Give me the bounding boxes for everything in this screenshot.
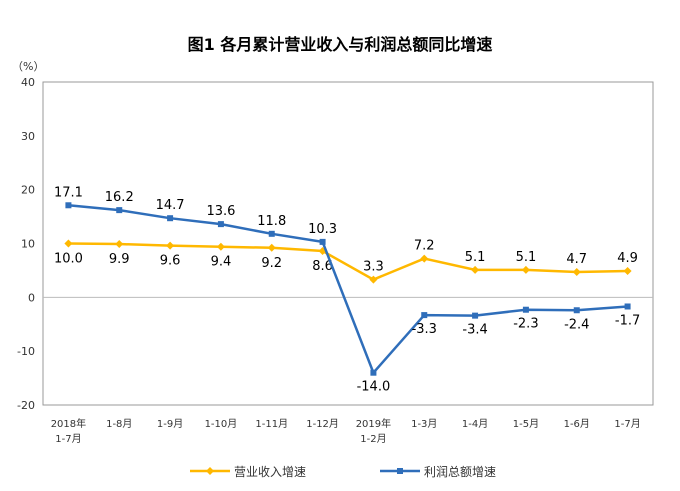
plot-area	[42, 81, 654, 406]
y-axis-label: （%）	[12, 60, 44, 73]
data-label: 8.6	[312, 259, 333, 274]
data-label: 5.1	[465, 250, 486, 265]
data-label: -1.7	[615, 313, 640, 328]
y-tick-label: 30	[21, 130, 35, 143]
series-line	[68, 242, 628, 281]
y-tick-label: 20	[21, 184, 35, 197]
data-label: 10.0	[54, 252, 83, 267]
data-point	[573, 307, 580, 314]
data-point	[623, 266, 632, 275]
y-tick-label: 0	[28, 291, 35, 304]
data-point	[166, 241, 175, 250]
x-tick-label: 1-10月	[205, 418, 238, 430]
data-point	[268, 230, 275, 237]
x-tick-label: 2019年	[356, 417, 391, 430]
data-point	[116, 207, 123, 214]
data-point	[64, 239, 73, 248]
x-tick-label: 1-9月	[157, 418, 183, 430]
data-label: -14.0	[357, 380, 391, 395]
x-tick-label: 1-7月	[55, 433, 81, 445]
y-tick-label: -20	[17, 399, 35, 412]
data-point	[267, 243, 276, 252]
data-label: 4.7	[566, 252, 587, 267]
x-tick-label: 2018年	[51, 417, 86, 430]
data-label: 9.9	[109, 252, 130, 267]
data-label: 14.7	[156, 198, 185, 213]
y-tick-label: 40	[21, 76, 35, 89]
data-point	[521, 265, 530, 274]
data-label: 7.2	[414, 239, 435, 254]
data-label: 9.6	[160, 254, 181, 269]
x-tick-label: 1-12月	[306, 418, 339, 430]
x-tick-label: 1-4月	[462, 418, 488, 430]
legend-label: 营业收入增速	[234, 465, 306, 479]
legend-marker	[397, 468, 403, 474]
data-label: 4.9	[617, 251, 638, 266]
data-label: 16.2	[105, 190, 134, 205]
x-tick-label: 1-7月	[614, 418, 640, 430]
data-point	[216, 242, 225, 251]
x-tick-label: 1-6月	[564, 418, 590, 430]
x-tick-label: 1-2月	[360, 433, 386, 445]
data-label: 13.6	[206, 204, 235, 219]
data-label: 10.3	[308, 222, 337, 237]
data-label: 9.4	[211, 255, 232, 270]
x-tick-label: 1-11月	[255, 418, 288, 430]
data-point	[370, 369, 377, 376]
data-point	[217, 221, 224, 228]
y-tick-label: 10	[21, 238, 35, 251]
x-tick-label: 1-3月	[411, 418, 437, 430]
series-line	[68, 204, 628, 376]
data-point	[369, 275, 378, 284]
y-tick-label: -10	[17, 345, 35, 358]
data-point	[421, 312, 428, 319]
data-point	[522, 306, 529, 313]
data-label: -2.3	[513, 317, 538, 332]
data-label: 11.8	[257, 214, 286, 229]
data-point	[420, 254, 429, 263]
data-point	[115, 240, 124, 249]
data-point	[472, 312, 479, 319]
legend-marker	[206, 467, 214, 475]
data-point	[319, 238, 326, 245]
data-point	[624, 303, 631, 310]
data-label: 17.1	[54, 185, 83, 200]
data-label: 9.2	[261, 256, 282, 271]
data-point	[167, 215, 174, 222]
chart-title: 图1 各月累计营业收入与利润总额同比增速	[188, 35, 493, 54]
legend-label: 利润总额增速	[424, 465, 496, 479]
data-point	[572, 268, 581, 277]
data-label: -2.4	[564, 317, 589, 332]
data-label: -3.4	[462, 323, 487, 338]
data-label: 5.1	[516, 250, 537, 265]
x-tick-label: 1-8月	[106, 418, 132, 430]
data-label: -3.3	[412, 322, 437, 337]
data-point	[471, 265, 480, 274]
data-point	[65, 202, 72, 209]
x-tick-label: 1-5月	[513, 418, 539, 430]
data-label: 3.3	[363, 260, 384, 275]
